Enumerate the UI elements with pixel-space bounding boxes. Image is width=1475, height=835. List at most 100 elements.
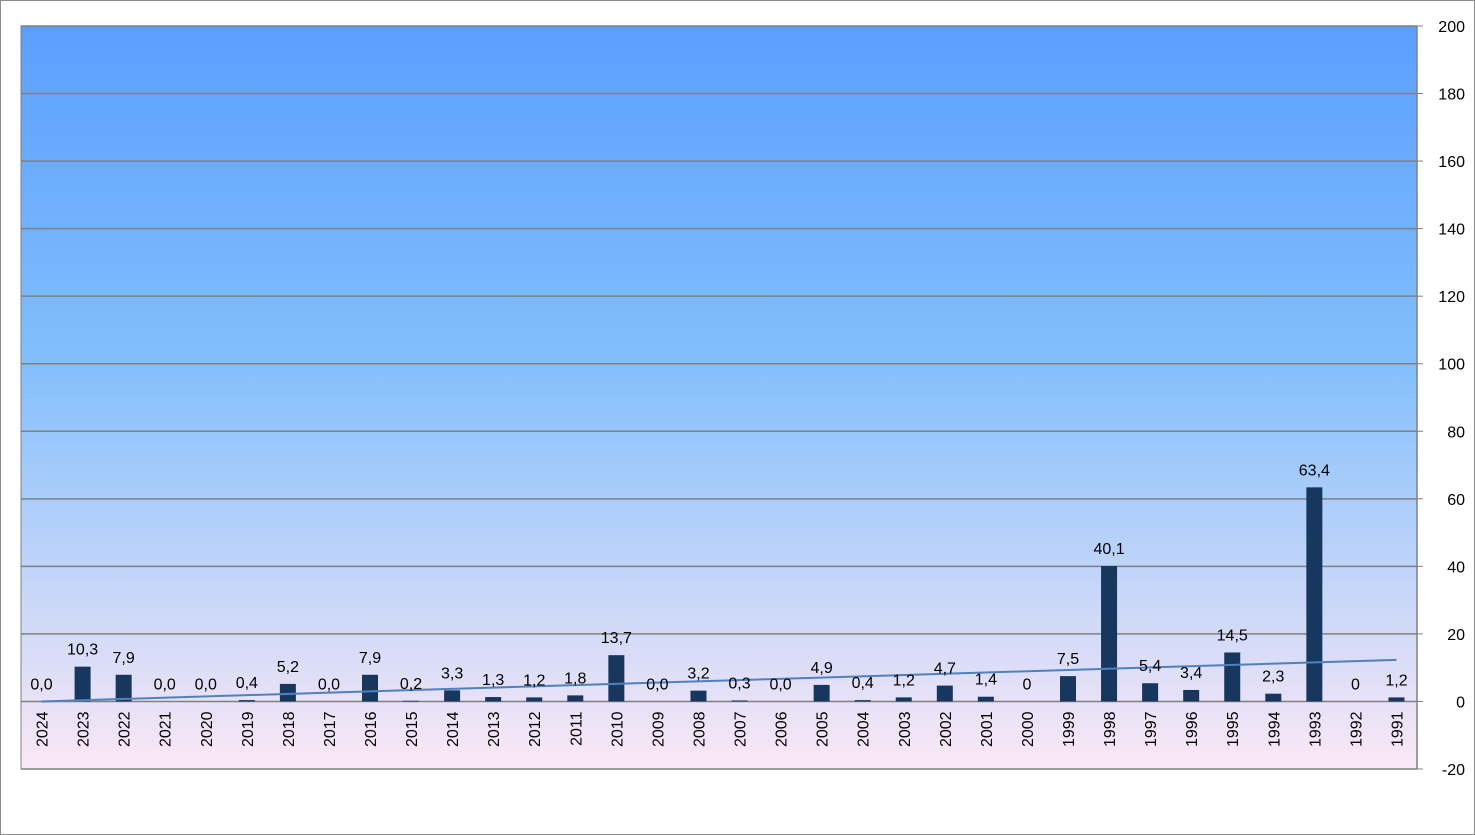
data-label: 1,8 [564,670,586,687]
x-tick-label: 1999 [1061,711,1078,747]
x-tick-label: 2014 [445,711,462,747]
y-tick-label: 200 [1438,19,1465,36]
data-label: 0,4 [852,675,874,692]
data-label: 1,2 [893,672,915,689]
y-tick-label: 20 [1447,627,1465,644]
bar [567,695,584,702]
x-tick-label: 1993 [1307,711,1324,747]
data-label: 40,1 [1093,541,1124,558]
data-label: 4,7 [934,661,956,678]
x-tick-label: 2001 [979,711,996,747]
x-tick-label: 1994 [1266,711,1283,747]
data-label: 0 [1022,676,1031,693]
bar [444,690,461,702]
bar [1306,487,1323,702]
bar [115,674,132,702]
data-label: 0,3 [728,675,750,692]
data-label: 3,2 [687,666,709,683]
data-label: 3,3 [441,665,463,682]
x-tick-label: 2006 [774,711,791,747]
x-tick-label: 2005 [815,711,832,747]
x-tick-label: 2019 [240,711,257,747]
x-tick-label: 2021 [158,711,175,747]
x-tick-label: 2017 [322,711,339,747]
y-tick-label: -20 [1442,762,1465,779]
data-label: 4,9 [811,660,833,677]
data-label: 7,5 [1057,651,1079,668]
data-label: 0,2 [400,676,422,693]
data-label: 7,9 [359,650,381,667]
data-label: 1,2 [523,672,545,689]
x-tick-label: 2010 [609,711,626,747]
bar [485,697,502,702]
data-label: 14,5 [1217,627,1248,644]
data-label: 1,4 [975,672,997,689]
y-tick-label: 100 [1438,357,1465,374]
bar [690,690,707,702]
data-label: 0,0 [30,676,52,693]
bar [895,697,912,702]
data-label: 2,3 [1262,669,1284,686]
bar [403,700,420,702]
bar [526,697,543,702]
x-tick-label: 2022 [117,711,134,747]
x-tick-label: 1991 [1389,711,1406,747]
bar [74,666,91,702]
x-tick-label: 2015 [404,711,421,747]
x-tick-label: 1992 [1348,711,1365,747]
bar [1183,689,1200,702]
y-tick-label: 40 [1447,559,1465,576]
data-label: 5,4 [1139,658,1161,675]
data-label: 10,3 [67,642,98,659]
data-label: 0,0 [195,676,217,693]
data-label: 0,0 [154,676,176,693]
data-label: 5,2 [277,659,299,676]
x-tick-label: 2012 [527,711,544,747]
x-tick-label: 2020 [199,711,216,747]
bar [1224,652,1241,702]
y-tick-label: 180 [1438,87,1465,104]
y-tick-label: 0 [1456,694,1465,711]
data-label: 0,4 [236,675,258,692]
x-tick-label: 1995 [1225,711,1242,747]
bar [1142,683,1159,702]
bar [813,684,830,702]
x-tick-label: 2018 [281,711,298,747]
bar [936,685,953,702]
bar [854,700,871,702]
data-label: 13,7 [601,630,632,647]
bars [74,487,1405,702]
data-label: 0 [1351,676,1360,693]
x-tick-label: 2016 [363,711,380,747]
data-label: 0,0 [646,676,668,693]
x-axis-ticks: 2024 2023 2022 2021 2020 2019 2018 2017 2016 2015… [35,711,1407,747]
data-label: 7,9 [113,650,135,667]
x-tick-label: 2011 [568,711,585,746]
bar [1060,676,1076,702]
x-tick-label: 2003 [897,711,914,747]
bar [238,700,255,702]
bar [279,683,296,702]
x-tick-label: 2000 [1020,711,1037,747]
x-tick-label: 1996 [1184,711,1201,747]
data-label: 63,4 [1299,462,1330,479]
bar [362,674,378,702]
x-tick-label: 2002 [938,711,955,747]
bar [731,700,748,702]
data-labels: 0,0 10,3 7,9 0,0 0,0 0,4 5,2 0,0 7,9 0,2 3,3 1,3 1,2… [30,462,1407,693]
y-tick-label: 160 [1438,154,1465,171]
trendline-line [41,658,1397,703]
data-label: 0,0 [769,676,791,693]
bar [977,696,994,702]
trendline [41,658,1397,703]
data-label: 1,3 [482,672,504,689]
x-tick-label: 2008 [691,711,708,747]
x-tick-label: 2024 [35,711,52,747]
bar [608,655,625,702]
y-tick-label: 80 [1447,424,1465,441]
x-tick-label: 1997 [1143,711,1160,747]
data-label: 1,2 [1385,672,1407,689]
bar [1265,693,1282,702]
y-tick-label: 120 [1438,289,1465,306]
